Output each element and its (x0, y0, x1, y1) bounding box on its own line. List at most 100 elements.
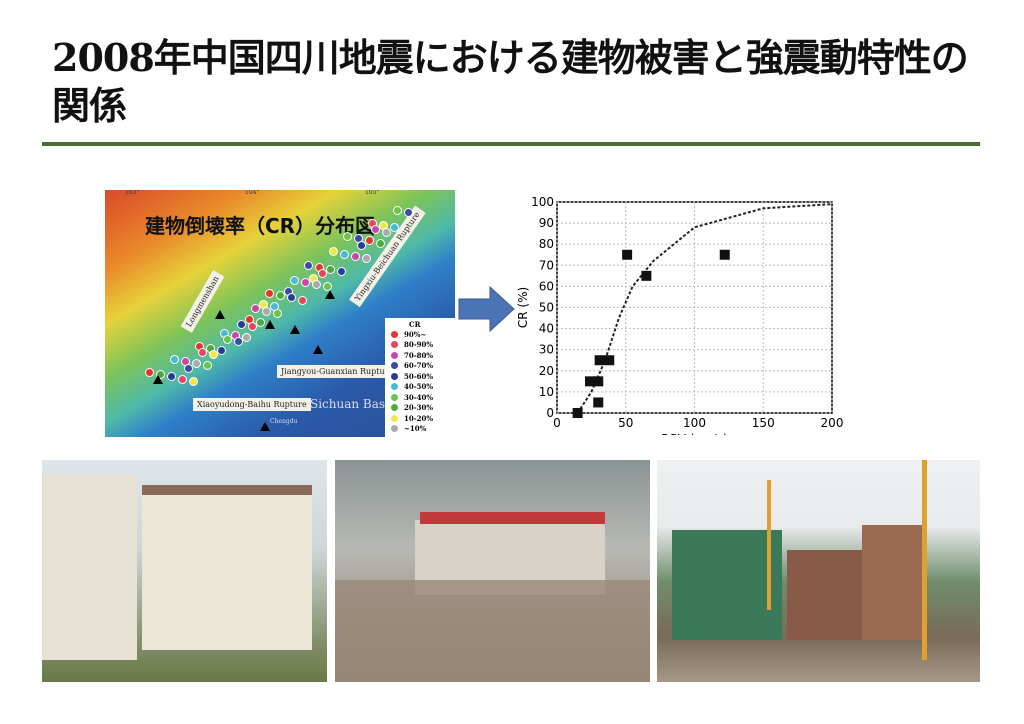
cr-site-dot (209, 350, 218, 360)
legend-dot (391, 341, 398, 349)
data-point (622, 249, 633, 260)
legend-dot (391, 351, 398, 359)
x-axis-label: PGV (cm/s) (661, 432, 728, 435)
data-point (593, 397, 604, 408)
legend-label: 30-40% (404, 392, 434, 402)
y-tick-label: 10 (539, 385, 554, 399)
photo-damaged-apartments (42, 460, 327, 682)
legend-dot (391, 404, 398, 412)
cr-site-dot (256, 317, 265, 327)
x-tick-label: 150 (752, 416, 775, 430)
arrow-right-icon (458, 285, 515, 333)
y-tick-label: 50 (539, 301, 554, 315)
cr-pgv-chart: 0 50 100 150 200 0 10 20 30 40 50 60 70 80 90 100 PGV (c… (516, 195, 843, 435)
legend-item: 20-30% (385, 403, 455, 414)
legend-dot (391, 330, 398, 338)
photo-construction-site (657, 460, 980, 682)
cr-site-dot (393, 205, 402, 215)
cr-site-dot (382, 227, 391, 237)
cr-site-dot (178, 374, 187, 384)
cr-site-dot (301, 278, 310, 287)
cr-site-dot (273, 308, 282, 318)
data-point (572, 408, 583, 418)
cr-site-dot (217, 346, 226, 355)
legend-dot (391, 383, 398, 391)
cr-site-dot (262, 306, 271, 316)
photo-collapsed-building (335, 460, 650, 682)
legend-item: 70-80% (385, 350, 455, 361)
label-chengdu: Chengdu (270, 418, 298, 425)
data-point (641, 270, 652, 281)
cr-site-dot (265, 289, 274, 298)
y-tick-label: 70 (539, 258, 554, 272)
longitude-label: 105° (365, 190, 380, 196)
legend-item: 90%~ (385, 329, 455, 340)
legend-item: 60-70% (385, 361, 455, 372)
cr-site-dot (304, 260, 313, 270)
cr-site-dot (312, 280, 321, 290)
y-tick-label: 100 (531, 195, 554, 209)
y-tick-label: 90 (539, 216, 554, 230)
cr-site-dot (203, 361, 212, 371)
legend-label: 90%~ (404, 329, 427, 339)
legend-label: 60-70% (404, 361, 434, 371)
legend-item: 40-50% (385, 382, 455, 393)
longitude-label: 104° (245, 190, 260, 196)
cr-site-dot (237, 319, 246, 329)
station-marker (153, 375, 163, 384)
cr-site-dot (189, 376, 198, 386)
legend-dot (391, 372, 398, 380)
legend-label: 70-80% (404, 350, 434, 360)
data-point (593, 376, 604, 387)
cr-site-dot (192, 359, 201, 369)
cr-site-dot (242, 332, 251, 342)
data-point (719, 249, 730, 260)
legend-item: 80-90% (385, 340, 455, 351)
label-xiaoyudong: Xiaoyudong-Baihu Rupture (193, 398, 311, 411)
cr-site-dot (343, 232, 352, 241)
title-divider (42, 142, 980, 146)
map-legend: CR 90%~ 80-90% 70-80% 60-70% 50-60% 40-50% 30-… (385, 318, 455, 437)
legend-label: 10-20% (404, 413, 434, 423)
cr-site-dot (290, 275, 299, 285)
legend-item: 30-40% (385, 392, 455, 403)
y-tick-label: 80 (539, 237, 554, 251)
cr-site-dot (287, 293, 296, 303)
station-marker (265, 320, 275, 329)
cr-site-dot (351, 251, 360, 261)
x-tick-label: 50 (618, 416, 633, 430)
data-point (604, 355, 615, 366)
cr-site-dot (318, 269, 327, 279)
legend-item: ~10% (385, 424, 455, 435)
data-point (585, 376, 595, 387)
station-marker (325, 290, 335, 299)
cr-site-dot (198, 348, 207, 358)
cr-site-dot (340, 249, 349, 259)
cr-site-dot (329, 247, 338, 257)
x-tick-label: 100 (683, 416, 706, 430)
station-marker (290, 325, 300, 334)
slide-title: 2008年中国四川地震における建物被害と強震動特性の関係 (52, 35, 969, 128)
cr-site-dot (357, 240, 366, 250)
cr-site-dot (167, 372, 176, 382)
cr-site-dot (371, 225, 380, 235)
map-title: 建物倒壊率（CR）分布図 (145, 214, 376, 238)
cr-site-dot (184, 363, 193, 373)
legend-dot (391, 414, 398, 422)
legend-label: 50-60% (404, 371, 434, 381)
legend-dot (391, 425, 398, 433)
cr-site-dot (326, 264, 335, 274)
cr-site-dot (170, 354, 179, 364)
cr-site-dot (234, 337, 243, 347)
cr-site-dot (390, 223, 399, 233)
y-tick-label: 0 (546, 406, 554, 420)
cr-site-dot (223, 335, 232, 344)
y-axis-label: CR (%) (516, 287, 530, 328)
station-marker (313, 345, 323, 354)
label-jiangyou: Jiangyou-Guanxian Rupture (277, 365, 398, 378)
y-tick-label: 30 (539, 343, 554, 357)
cr-distribution-map: 建物倒壊率（CR）分布図 Longmenshan Yingxiu-Beichua… (105, 190, 455, 437)
cr-site-dot (365, 236, 374, 246)
data-point (594, 355, 605, 366)
cr-site-dot (404, 207, 413, 217)
